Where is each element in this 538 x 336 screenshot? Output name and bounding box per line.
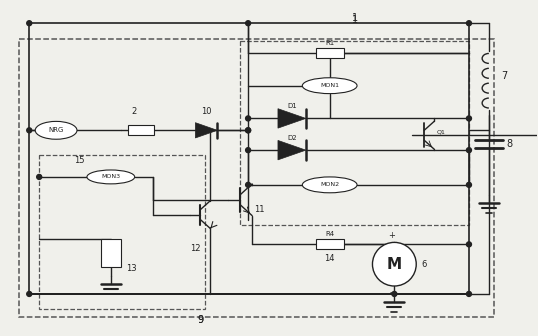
Text: 15: 15: [74, 156, 84, 165]
Circle shape: [246, 116, 251, 121]
Circle shape: [392, 291, 397, 296]
Text: M: M: [387, 257, 402, 272]
Bar: [101, 240, 121, 267]
Text: 14: 14: [324, 254, 335, 263]
Circle shape: [372, 242, 416, 286]
Circle shape: [466, 182, 471, 187]
Ellipse shape: [302, 177, 357, 193]
Circle shape: [466, 21, 471, 26]
Text: R4: R4: [325, 232, 334, 238]
Ellipse shape: [302, 78, 357, 94]
Circle shape: [246, 21, 251, 26]
Circle shape: [246, 128, 251, 133]
Text: 9: 9: [197, 315, 203, 325]
Circle shape: [37, 174, 41, 179]
Circle shape: [246, 148, 251, 153]
Ellipse shape: [35, 121, 77, 139]
Circle shape: [466, 148, 471, 153]
Text: MON2: MON2: [320, 182, 339, 187]
Text: D2: D2: [287, 135, 296, 141]
Text: 1: 1: [351, 13, 358, 23]
Text: 13: 13: [126, 264, 136, 273]
Text: D1: D1: [287, 103, 297, 110]
Text: NRG: NRG: [48, 127, 64, 133]
Circle shape: [27, 128, 32, 133]
Circle shape: [466, 116, 471, 121]
Text: +: +: [388, 232, 395, 240]
Text: 2: 2: [131, 108, 136, 117]
Bar: [128, 125, 153, 135]
Text: R1: R1: [325, 40, 334, 46]
Polygon shape: [195, 123, 217, 138]
Text: 10: 10: [201, 108, 211, 117]
Text: Q1: Q1: [436, 130, 445, 135]
Circle shape: [27, 291, 32, 296]
Circle shape: [246, 128, 251, 133]
Polygon shape: [278, 140, 306, 160]
Circle shape: [466, 242, 471, 247]
Text: 12: 12: [190, 244, 201, 253]
Text: MON3: MON3: [101, 174, 121, 179]
Ellipse shape: [87, 170, 134, 184]
Text: MON1: MON1: [320, 83, 339, 88]
Polygon shape: [278, 109, 306, 128]
Text: -: -: [390, 288, 393, 297]
Text: 7: 7: [501, 71, 507, 81]
Bar: [316, 240, 344, 249]
Text: 1: 1: [351, 15, 358, 25]
Bar: [316, 48, 344, 58]
Text: 11: 11: [254, 205, 265, 214]
Circle shape: [27, 21, 32, 26]
Circle shape: [246, 182, 251, 187]
Circle shape: [466, 291, 471, 296]
Text: 9: 9: [197, 315, 203, 325]
Text: 6: 6: [421, 260, 427, 269]
Text: 8: 8: [507, 139, 513, 149]
